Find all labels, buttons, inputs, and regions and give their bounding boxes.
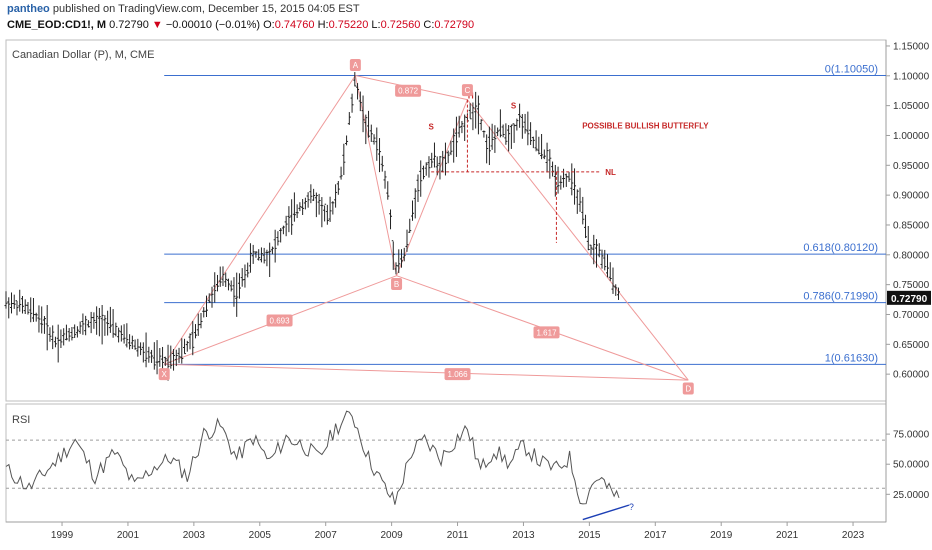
pattern-leg	[163, 75, 356, 365]
shoulder-head-label: S	[428, 123, 434, 132]
pattern-label-box	[266, 314, 293, 327]
pattern-label: C	[465, 86, 471, 95]
pattern-label: 1.066	[448, 370, 469, 379]
price-tick-label: 0.70000	[893, 310, 930, 321]
open-value: 0.74760	[274, 19, 315, 31]
high-value: 0.75220	[328, 19, 369, 31]
close-value: 0.72790	[434, 19, 475, 31]
pattern-leg	[396, 99, 468, 276]
pattern-label-box	[395, 84, 422, 97]
pattern-label-box	[444, 368, 471, 381]
neckline-label: NL	[605, 168, 616, 177]
close-label: C:	[423, 19, 435, 31]
pattern-label: 0.872	[398, 87, 419, 96]
fib-level-label: 0.618(0.80120)	[803, 242, 878, 254]
rsi-tick-label: 25.0000	[893, 490, 930, 501]
price-tick-label: 1.00000	[893, 131, 930, 142]
fib-level-label: 0(1.10050)	[825, 64, 878, 76]
pattern-label: 1.617	[537, 328, 558, 337]
last-price-tag	[887, 290, 931, 305]
price-pane-title: Canadian Dollar (P), M, CME	[12, 49, 154, 61]
pattern-leg	[467, 99, 689, 381]
fib-level-label: 0.786(0.71990)	[803, 291, 878, 303]
pattern-label-box	[682, 382, 694, 395]
pattern-label: D	[685, 384, 691, 393]
price-tick-label: 0.65000	[893, 340, 930, 351]
pattern-label-box	[533, 326, 560, 339]
time-tick-label: 2011	[447, 530, 469, 541]
price-tick-label: 1.10000	[893, 71, 930, 82]
quote-line: CME_EOD:CD1!, M 0.72790 ▼ −0.00010 (−0.0…	[7, 19, 474, 31]
pattern-label-box	[391, 278, 403, 291]
down-arrow-icon: ▼	[151, 19, 163, 31]
high-label: H:	[317, 19, 329, 31]
time-tick-label: 2021	[776, 530, 799, 541]
pattern-label-box	[349, 59, 361, 72]
time-tick-label: 2015	[578, 530, 601, 541]
low-value: 0.72560	[380, 19, 421, 31]
shoulder-head-label: S	[511, 102, 517, 111]
publisher-line: pantheo published on TradingView.com, De…	[7, 3, 360, 15]
time-tick-label: 2023	[842, 530, 865, 541]
price-tick-label: 0.90000	[893, 191, 930, 202]
time-tick-label: 2013	[512, 530, 535, 541]
pattern-label: 0.693	[270, 316, 291, 325]
pattern-leg	[354, 75, 398, 276]
time-tick-label: 2009	[380, 530, 403, 541]
pattern-annotation: POSSIBLE BULLISH BUTTERFLY	[582, 121, 709, 130]
rsi-line	[5, 410, 620, 505]
rsi-pane-border	[5, 403, 887, 523]
rsi-divergence-line	[582, 504, 630, 521]
low-label: L:	[371, 19, 381, 31]
pattern-label: A	[353, 61, 359, 70]
price-tick-label: 0.80000	[893, 250, 930, 261]
chart-header: pantheo published on TradingView.com, De…	[0, 0, 932, 38]
open-label: O:	[263, 19, 275, 31]
pattern-leg	[164, 363, 689, 381]
pattern-label-box	[158, 368, 170, 381]
symbol-label[interactable]: CME_EOD:CD1!, M	[7, 19, 107, 31]
price-tick-label: 0.75000	[893, 280, 930, 291]
fib-level-label: 1(0.61630)	[825, 352, 878, 364]
rsi-tick-label: 50.0000	[893, 460, 930, 471]
time-tick-label: 2017	[644, 530, 667, 541]
price-change: −0.00010 (−0.01%)	[165, 19, 261, 31]
price-tick-label: 1.05000	[893, 101, 930, 112]
rsi-pane-title: RSI	[12, 414, 30, 426]
price-tick-label: 0.95000	[893, 161, 930, 172]
time-tick-label: 2019	[710, 530, 733, 541]
last-price: 0.72790	[109, 19, 149, 31]
time-tick-label: 1999	[51, 530, 74, 541]
price-tick-label: 0.60000	[893, 370, 930, 381]
price-tick-label: 1.15000	[893, 41, 930, 52]
time-tick-label: 2001	[117, 530, 140, 541]
pattern-label-box	[461, 84, 473, 97]
pattern-label: X	[162, 370, 168, 379]
time-tick-label: 2003	[183, 530, 206, 541]
author-link[interactable]: pantheo	[7, 3, 50, 15]
time-tick-label: 2005	[249, 530, 272, 541]
rsi-divergence-label: ?	[629, 502, 634, 512]
rsi-tick-label: 75.0000	[893, 430, 930, 441]
pattern-label: B	[394, 280, 399, 289]
price-tick-label: 0.85000	[893, 220, 930, 231]
last-price-tag-label: 0.72790	[891, 294, 928, 305]
time-tick-label: 2007	[315, 530, 338, 541]
published-text: published on TradingView.com, December 1…	[52, 3, 360, 15]
